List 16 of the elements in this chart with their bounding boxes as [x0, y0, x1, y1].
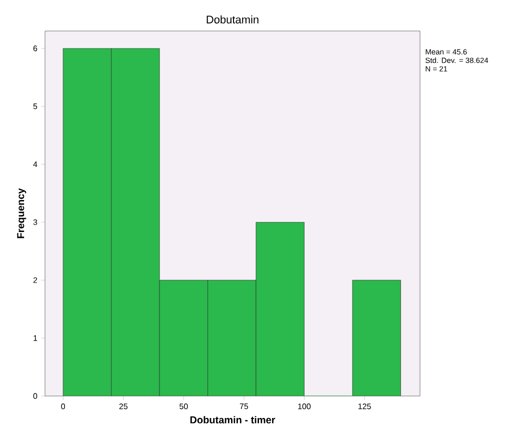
x-tick-label: 50 — [180, 404, 188, 410]
x-tick-label: 75 — [240, 404, 248, 410]
y-tick-label: 4 — [33, 162, 38, 168]
chart-title: Dobutamin — [206, 15, 258, 24]
y-tick-label: 3 — [33, 219, 38, 226]
y-tick-label: 2 — [33, 277, 38, 283]
y-tick-label: 6 — [33, 46, 38, 52]
y-tick-label: 1 — [34, 335, 38, 341]
x-axis-title: Dobutamin - timer — [190, 416, 276, 424]
x-tick-label: 125 — [358, 404, 371, 410]
y-tick-label: 0 — [33, 393, 38, 399]
y-tick-label: 5 — [33, 104, 38, 110]
x-tick-label: 25 — [119, 404, 128, 410]
y-axis-title: Frequency — [17, 188, 26, 238]
x-tick-label: 100 — [298, 404, 311, 410]
x-tick-label: 0 — [61, 404, 66, 410]
